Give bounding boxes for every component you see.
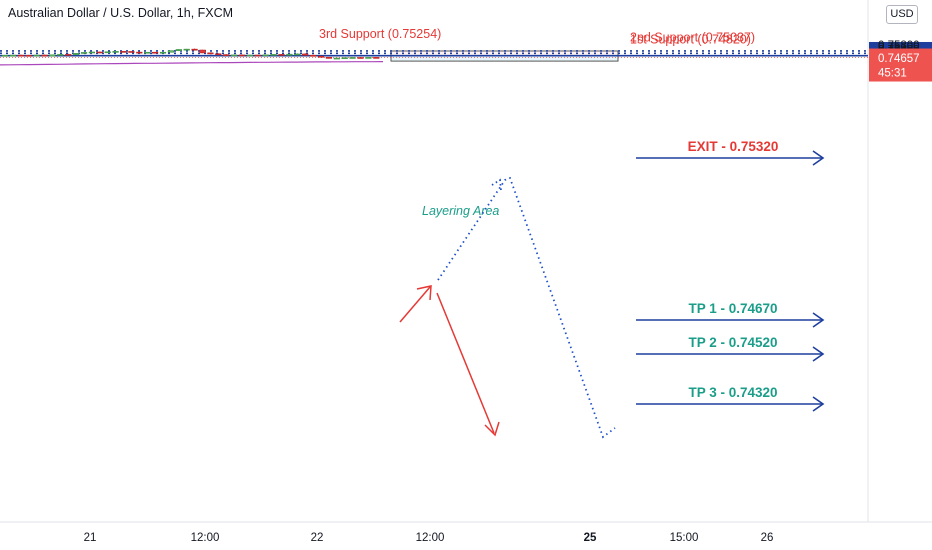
candle-body — [159, 51, 167, 54]
candle-body — [333, 57, 340, 60]
candle-body — [286, 53, 293, 56]
candle-body — [231, 54, 238, 57]
time-tick: 12:00 — [416, 532, 445, 544]
candle-body — [25, 54, 32, 57]
time-tick: 15:00 — [670, 532, 699, 544]
candle-body — [112, 51, 119, 53]
candle-body — [254, 54, 261, 57]
candle-body — [199, 49, 206, 54]
candle-body — [144, 51, 151, 54]
candle-body — [17, 54, 24, 57]
moving-average — [0, 61, 384, 66]
time-tick: 12:00 — [191, 532, 220, 544]
candle-body — [175, 49, 182, 51]
candle-body — [33, 54, 40, 57]
target-arrow-head — [812, 346, 825, 362]
candle-body — [270, 54, 277, 56]
projection-path — [437, 176, 616, 439]
candle-body — [49, 54, 56, 57]
target-label: TP 2 - 0.74520 — [688, 335, 777, 350]
candle-body — [41, 54, 48, 57]
candle-body — [365, 57, 372, 59]
target-label: TP 3 - 0.74320 — [688, 385, 777, 400]
candle-countdown: 45:31 — [878, 68, 907, 80]
price-axis: 0.752540.750370.748200.758000.756000.754… — [869, 40, 932, 82]
candle-body — [183, 48, 190, 51]
target-label: EXIT - 0.75320 — [688, 139, 779, 154]
candle-body — [207, 52, 214, 55]
candle-body — [73, 53, 80, 55]
time-axis: 21 12:00 22 12:00 25 15:00 26 — [84, 532, 774, 544]
candle-body — [152, 51, 159, 54]
target-arrow-head — [812, 312, 825, 328]
target-arrow-head — [812, 150, 825, 166]
red-up-arrow — [399, 286, 431, 323]
candle-body — [215, 53, 222, 56]
level-label: 1st Support (0.74820) — [630, 33, 751, 47]
candle-body — [167, 50, 175, 53]
candle-body — [309, 54, 317, 57]
candle-body — [246, 54, 254, 57]
candles — [1, 48, 380, 60]
target-zone — [390, 55, 619, 62]
candle-body — [128, 51, 135, 53]
candle-body — [349, 57, 356, 59]
target-arrow-head — [812, 396, 825, 412]
time-tick: 26 — [761, 532, 774, 544]
current-price-badge — [869, 48, 932, 82]
candle-body — [223, 54, 230, 56]
candle-body — [341, 57, 348, 60]
candle-body — [57, 54, 64, 56]
candle-body — [238, 54, 246, 57]
layering-area-label: Layering Area — [422, 204, 499, 218]
level-label: 3rd Support (0.75254) — [319, 27, 441, 41]
level-label: 2nd Support (0.75037) — [630, 30, 755, 44]
time-tick: 22 — [311, 532, 324, 544]
candle-body — [80, 52, 88, 54]
candle-body — [302, 53, 309, 56]
candle-body — [373, 57, 380, 59]
candle-body — [357, 57, 364, 59]
projection-head — [491, 178, 502, 191]
moving-average-line — [0, 61, 384, 66]
candle-body — [96, 51, 103, 54]
red-down-arrow-head — [484, 421, 500, 437]
red-up-arrow-head — [416, 285, 432, 301]
candle-body — [9, 54, 17, 57]
currency-button[interactable]: USD — [886, 5, 918, 24]
annotations: 3rd Support (0.75254) 2nd Support (0.7503… — [319, 27, 825, 439]
candle-body — [104, 51, 111, 54]
candle-body — [120, 51, 127, 53]
time-tick: 25 — [584, 532, 597, 544]
time-tick: 21 — [84, 532, 97, 544]
candle-body — [262, 54, 269, 57]
current-price-label: 0.74657 — [878, 53, 920, 65]
candle-body — [1, 54, 9, 57]
chart-title: Australian Dollar / U.S. Dollar, 1h, FXC… — [8, 6, 234, 20]
candle-body — [191, 48, 198, 51]
candle-body — [88, 51, 95, 54]
candle-body — [278, 54, 285, 56]
candle-body — [65, 54, 72, 56]
red-down-arrow — [436, 292, 495, 434]
candle-body — [325, 56, 333, 59]
candle-body — [136, 51, 143, 54]
candle-body — [317, 55, 325, 58]
candle-body — [294, 53, 301, 56]
target-label: TP 1 - 0.74670 — [688, 301, 777, 316]
